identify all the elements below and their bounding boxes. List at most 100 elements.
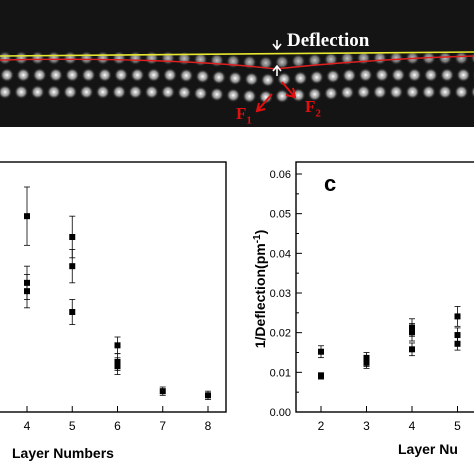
atom bbox=[470, 51, 474, 65]
chart-panel-c: c 0.00 0.01 0.02 0.03 0.04 0.05 0.06 2 3 4 5 1/De… bbox=[252, 161, 474, 457]
atom bbox=[30, 50, 45, 66]
x-tick-label-b: 8 bbox=[205, 419, 212, 433]
force-label-f1: F1 bbox=[236, 104, 252, 126]
force-f1-letter: F bbox=[236, 104, 247, 123]
data-point bbox=[318, 348, 324, 355]
x-tick-label-c: 2 bbox=[318, 419, 325, 433]
atom bbox=[423, 67, 438, 83]
atom bbox=[260, 72, 275, 88]
atom bbox=[209, 53, 225, 68]
atom bbox=[307, 87, 322, 102]
atom bbox=[130, 67, 145, 83]
atom bbox=[356, 84, 371, 100]
atom bbox=[46, 84, 62, 100]
data-point bbox=[205, 392, 211, 399]
atom bbox=[405, 84, 420, 100]
atom bbox=[228, 71, 243, 86]
data-point bbox=[454, 313, 461, 320]
atom bbox=[144, 84, 159, 100]
atom bbox=[46, 50, 62, 66]
y-tick-label-c: 0.04 bbox=[270, 248, 291, 260]
x-tick-label-c: 4 bbox=[409, 419, 416, 433]
atom bbox=[209, 87, 225, 102]
x-tick-label-b: 7 bbox=[159, 419, 166, 433]
atom bbox=[113, 67, 129, 83]
atom bbox=[111, 84, 127, 100]
reference-line bbox=[0, 51, 474, 57]
atom bbox=[437, 50, 453, 66]
atom bbox=[0, 67, 15, 83]
data-point bbox=[114, 363, 121, 370]
atom bbox=[258, 89, 273, 105]
atom bbox=[276, 71, 292, 87]
atom bbox=[162, 67, 178, 83]
atom bbox=[226, 54, 241, 69]
data-point bbox=[454, 332, 461, 339]
atom bbox=[0, 50, 13, 66]
atom bbox=[128, 84, 143, 100]
atom bbox=[62, 84, 78, 100]
data-point bbox=[409, 346, 415, 353]
data-point bbox=[69, 263, 76, 270]
atom bbox=[291, 53, 306, 69]
atom bbox=[470, 85, 474, 99]
atom bbox=[258, 55, 273, 71]
data-point bbox=[454, 340, 461, 347]
panel-label-c: c bbox=[324, 171, 336, 196]
atom bbox=[146, 67, 161, 83]
atom bbox=[177, 51, 192, 66]
force-f2-letter: F bbox=[305, 97, 316, 116]
data-point bbox=[363, 359, 370, 366]
atom bbox=[81, 67, 96, 83]
atom bbox=[128, 50, 143, 66]
x-tick-label-c: 5 bbox=[454, 419, 461, 433]
y-axis-label-c-close: ) bbox=[252, 230, 268, 235]
deflection-label: Deflection bbox=[287, 30, 370, 51]
atom bbox=[62, 50, 78, 66]
atom bbox=[226, 88, 241, 103]
atom bbox=[111, 50, 127, 66]
atom bbox=[407, 67, 422, 83]
data-point bbox=[409, 329, 415, 336]
force-arrow-f2-icon bbox=[281, 81, 297, 99]
y-tick-label-c: 0.06 bbox=[270, 169, 291, 181]
atom bbox=[32, 67, 47, 83]
atom bbox=[307, 53, 322, 68]
atom bbox=[391, 67, 406, 83]
x-ticks-c: 2 3 4 5 bbox=[318, 406, 461, 433]
x-ticks-b: 4 5 6 7 8 bbox=[24, 406, 212, 433]
atom bbox=[454, 84, 469, 100]
atom bbox=[195, 69, 210, 84]
y-tick-label-c: 0.05 bbox=[270, 209, 291, 221]
force-f2-index: 2 bbox=[315, 107, 321, 120]
arrow-down-icon bbox=[272, 40, 282, 51]
atom bbox=[79, 50, 94, 66]
x-tick-label-b: 6 bbox=[114, 419, 121, 433]
atom bbox=[374, 67, 390, 83]
y-tick-label-c: 0.02 bbox=[270, 328, 291, 340]
force-arrow-f1-icon bbox=[255, 93, 273, 113]
x-tick-label-b: 5 bbox=[69, 419, 76, 433]
y-ticks-c: 0.00 0.01 0.02 0.03 0.04 0.05 0.06 bbox=[270, 169, 302, 419]
micrograph-image bbox=[0, 40, 474, 113]
atom bbox=[95, 84, 111, 100]
atom bbox=[274, 88, 290, 104]
atom bbox=[179, 68, 194, 83]
atom bbox=[340, 85, 355, 100]
micrograph-panel: Deflection F1 F2 bbox=[0, 0, 474, 127]
atom bbox=[97, 67, 113, 83]
data-points-b bbox=[24, 186, 211, 400]
atom bbox=[177, 85, 192, 100]
atom bbox=[160, 50, 176, 66]
atom bbox=[309, 70, 324, 85]
atom bbox=[439, 67, 455, 83]
atom bbox=[293, 70, 308, 86]
atom bbox=[454, 50, 469, 66]
atom bbox=[372, 84, 388, 100]
atom bbox=[242, 88, 257, 104]
y-tick-label-c: 0.03 bbox=[270, 288, 291, 300]
atom bbox=[30, 84, 45, 100]
y-tick-label-c: 0.00 bbox=[270, 407, 291, 419]
plot-frame-b bbox=[0, 161, 227, 413]
data-points-c bbox=[318, 306, 461, 380]
